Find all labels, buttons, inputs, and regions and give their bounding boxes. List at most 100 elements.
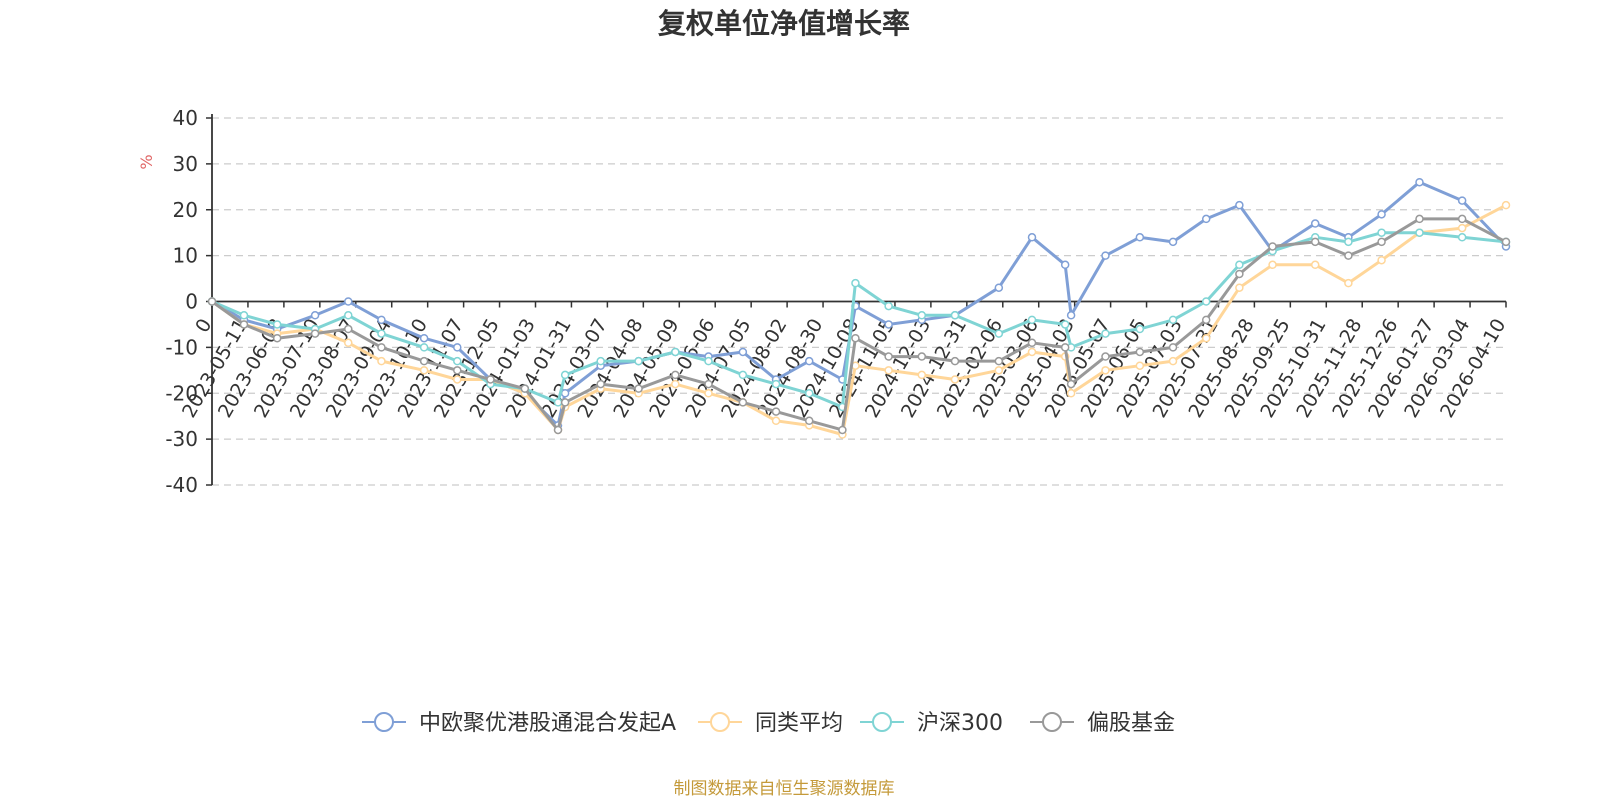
data-point: [1027, 338, 1037, 348]
data-point: [344, 311, 353, 320]
data-point: [1415, 228, 1424, 237]
series-line: [211, 217, 1507, 432]
data-point: [486, 375, 495, 384]
data-point: [1344, 278, 1353, 288]
series-3: [207, 214, 1511, 435]
data-point: [1168, 356, 1178, 366]
data-point: [272, 333, 282, 343]
data-point: [1135, 361, 1145, 370]
data-point: [1235, 260, 1244, 270]
data-point: [453, 375, 462, 384]
data-point: [1377, 237, 1386, 247]
data-point: [419, 343, 429, 352]
legend-item[interactable]: 同类平均: [698, 711, 843, 736]
legend-marker: [872, 712, 892, 732]
data-point: [1135, 324, 1145, 334]
data-point: [377, 329, 386, 338]
data-point: [596, 379, 605, 389]
data-point: [1101, 329, 1110, 338]
legend-item[interactable]: 沪深300: [860, 711, 1003, 736]
series-line: [211, 231, 1507, 409]
data-point: [884, 320, 893, 329]
data-point: [377, 315, 386, 325]
data-point: [1168, 343, 1178, 352]
data-point: [1101, 251, 1110, 260]
data-point: [1027, 233, 1037, 242]
data-point: [1168, 237, 1178, 247]
y-tick-label: 40: [173, 106, 198, 130]
data-point: [1235, 200, 1244, 210]
data-point: [884, 366, 893, 375]
legend-label: 同类平均: [755, 711, 843, 736]
data-point: [1310, 237, 1320, 247]
data-point: [804, 416, 814, 426]
data-point: [310, 311, 320, 320]
data-point: [917, 352, 927, 361]
data-point: [239, 320, 249, 329]
data-point: [1066, 379, 1076, 389]
legend-item[interactable]: 中欧聚优港股通混合发起A: [362, 711, 676, 736]
data-point: [884, 352, 893, 361]
y-tick-label: -10: [165, 335, 198, 359]
data-point: [560, 389, 570, 398]
data-point: [1457, 214, 1467, 224]
data-point: [804, 389, 814, 398]
data-point: [1060, 260, 1070, 270]
data-point: [994, 366, 1004, 375]
data-point: [596, 356, 605, 366]
data-point: [453, 356, 462, 366]
data-point: [553, 398, 563, 407]
data-point: [1135, 347, 1145, 357]
data-point: [634, 356, 643, 366]
data-point: [344, 324, 353, 334]
data-point: [738, 398, 748, 407]
data-point: [1457, 233, 1467, 242]
data-point: [634, 384, 643, 393]
data-point: [344, 297, 353, 306]
data-point: [1027, 315, 1037, 325]
source-note: 制图数据来自恒生聚源数据库: [674, 779, 895, 799]
data-point: [419, 356, 429, 366]
data-point: [310, 329, 320, 338]
data-point: [560, 398, 570, 407]
data-point: [239, 311, 249, 320]
data-point: [1235, 269, 1244, 279]
legend[interactable]: 中欧聚优港股通混合发起A 同类平均 沪深300 偏股基金: [362, 711, 1175, 736]
data-point: [1101, 366, 1110, 375]
series-line: [211, 203, 1507, 436]
data-point: [419, 333, 429, 343]
data-point: [1377, 255, 1386, 265]
y-tick-label: 0: [185, 290, 198, 314]
data-point: [1415, 177, 1424, 187]
data-point: [1201, 315, 1211, 325]
data-point: [1457, 196, 1467, 205]
data-point: [1457, 223, 1467, 233]
legend-marker: [710, 712, 730, 732]
data-point: [1377, 228, 1386, 237]
data-point: [838, 425, 847, 435]
data-point: [671, 379, 680, 389]
legend-label: 沪深300: [917, 711, 1003, 736]
y-tick-labels: 40 30 20 10 0 -10 -20 -30 -40: [165, 106, 198, 497]
data-point: [704, 356, 713, 366]
data-point: [1066, 389, 1076, 398]
data-point: [1268, 242, 1277, 251]
data-point: [1066, 311, 1076, 320]
y-tick-label: 10: [173, 244, 198, 268]
data-point: [851, 278, 860, 288]
data-point: [1201, 297, 1211, 306]
y-tick-label: 20: [173, 198, 198, 222]
data-point: [917, 311, 927, 320]
data-point: [520, 384, 530, 393]
series-lines: [207, 177, 1511, 439]
data-point: [453, 343, 462, 352]
y-tick-label: -30: [165, 427, 198, 451]
data-point: [738, 347, 748, 357]
data-point: [1060, 320, 1070, 329]
data-point: [560, 370, 570, 380]
legend-marker: [1042, 712, 1062, 732]
data-point: [994, 329, 1004, 338]
legend-item[interactable]: 偏股基金: [1030, 711, 1175, 736]
data-point: [771, 407, 781, 416]
data-point: [994, 356, 1004, 366]
